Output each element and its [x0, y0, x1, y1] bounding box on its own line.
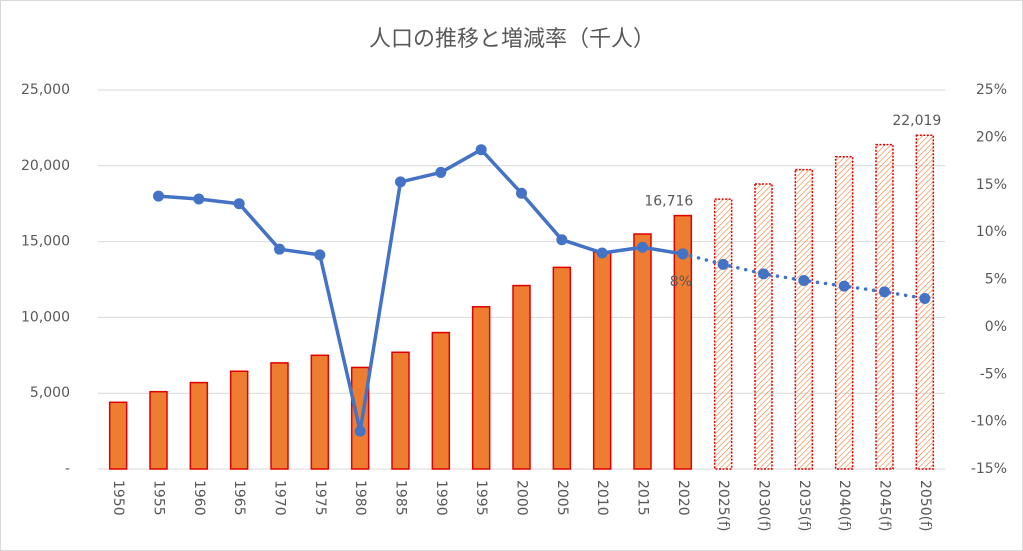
line-marker — [879, 286, 890, 298]
x-tick-label: 2030(f) — [756, 480, 772, 531]
x-tick-label: 1960 — [191, 480, 207, 516]
x-tick-label: 2025(f) — [715, 480, 731, 531]
line-marker — [153, 190, 164, 202]
x-tick-label: 1985 — [393, 480, 409, 516]
x-tick-label: 1950 — [110, 480, 126, 516]
y2-tick-label: -15% — [971, 461, 1007, 477]
bar-value-label: 16,716 — [644, 194, 693, 210]
y2-tick-label: -5% — [980, 366, 1007, 382]
line-marker — [798, 274, 810, 286]
y2-tick-label: 0% — [985, 319, 1007, 335]
line-marker — [758, 268, 769, 280]
bar-value-label: 22,019 — [892, 113, 941, 129]
y2-tick-label: 20% — [976, 129, 1007, 145]
y-tick-label: 5,000 — [30, 385, 70, 401]
bar — [229, 370, 249, 470]
bar — [834, 155, 854, 470]
bar — [875, 143, 894, 470]
line-marker — [596, 247, 608, 259]
bar — [108, 401, 128, 470]
line-marker — [354, 425, 366, 437]
y-tick-label: 15,000 — [21, 234, 70, 250]
x-tick-label: 1975 — [312, 480, 328, 516]
bar — [391, 351, 410, 470]
bar — [754, 183, 773, 470]
line-marker — [395, 176, 406, 188]
x-tick-label: 2020 — [675, 480, 691, 516]
bar — [794, 168, 814, 470]
y-tick-label: 10,000 — [21, 309, 70, 325]
y2-tick-label: -10% — [971, 414, 1007, 430]
x-tick-label: 1970 — [272, 480, 288, 516]
y2-tick-label: 5% — [985, 272, 1007, 288]
line-marker — [274, 243, 285, 255]
line-marker — [677, 248, 689, 260]
x-tick-label: 2000 — [514, 480, 530, 516]
bar — [270, 362, 289, 470]
bar — [310, 354, 330, 470]
line-marker — [717, 258, 729, 270]
bar — [552, 266, 572, 470]
line — [156, 147, 685, 433]
line-marker — [637, 241, 648, 253]
y-tick-label: 20,000 — [21, 158, 70, 174]
x-tick-label: 1990 — [433, 480, 449, 516]
x-tick-label: 2050(f) — [917, 480, 933, 531]
line-marker — [314, 249, 326, 261]
line-marker — [233, 198, 245, 210]
bar — [592, 251, 612, 470]
line-marker — [435, 166, 447, 178]
x-tick-label: 2005 — [554, 480, 570, 516]
bar — [471, 306, 491, 470]
line-value-label: 8% — [670, 274, 692, 290]
x-tick-label: 2035(f) — [796, 480, 812, 531]
x-tick-label: 1995 — [473, 480, 489, 516]
line-marker — [556, 234, 568, 246]
bar — [633, 233, 652, 470]
x-tick-label: 1955 — [151, 480, 167, 516]
line-marker — [516, 187, 527, 199]
bar — [149, 390, 168, 470]
x-tick-label: 1980 — [352, 480, 368, 516]
x-tick-label: 2010 — [594, 480, 610, 516]
y2-tick-label: 10% — [976, 224, 1007, 240]
y-tick-label: - — [65, 461, 70, 477]
bar — [350, 366, 370, 470]
bar — [673, 214, 693, 470]
line-marker — [838, 280, 850, 292]
chart-title: 人口の推移と増減率（千人） — [369, 27, 655, 52]
line-marker — [919, 292, 931, 304]
x-tick-label: 1965 — [231, 480, 247, 516]
y2-tick-label: 25% — [976, 82, 1007, 98]
bar — [512, 284, 531, 470]
bar — [189, 381, 209, 470]
y-tick-label: 25,000 — [21, 82, 70, 98]
x-tick-label: 2015 — [635, 480, 651, 516]
line-marker — [475, 144, 487, 156]
y2-tick-label: 15% — [976, 177, 1007, 193]
x-tick-label: 2040(f) — [836, 480, 852, 531]
bar — [713, 198, 733, 470]
x-tick-label: 2045(f) — [877, 480, 893, 531]
line-marker — [193, 193, 205, 205]
bar — [431, 331, 451, 470]
